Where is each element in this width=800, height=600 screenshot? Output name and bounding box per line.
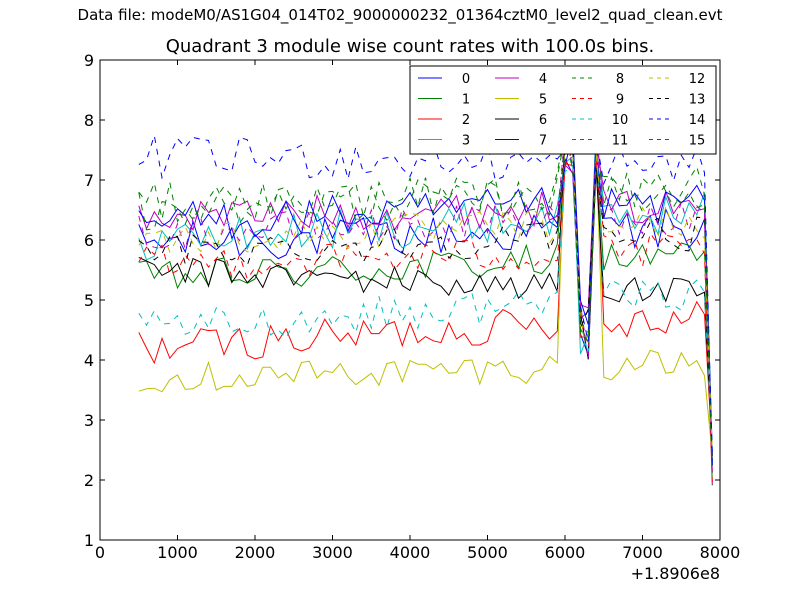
legend-label-4: 4 — [539, 72, 547, 87]
figure-suptitle: Data file: modeM0/AS1G04_014T02_90000002… — [77, 6, 723, 24]
series-layer — [138, 126, 713, 486]
legend-label-5: 5 — [539, 93, 547, 108]
legend-label-15: 15 — [689, 134, 706, 149]
series-line-14 — [138, 135, 713, 464]
ticks-layer: 0 1000 2000 3000 4000 5000 6000 7000 80001234567… — [84, 51, 741, 562]
legend-label-0: 0 — [462, 72, 470, 87]
legend-label-6: 6 — [539, 113, 547, 128]
x-tick-label: 0 — [95, 543, 105, 562]
legend-label-13: 13 — [689, 93, 706, 108]
series-line-8 — [138, 130, 713, 461]
series-line-1 — [138, 141, 713, 473]
legend-label-10: 10 — [612, 113, 629, 128]
series-line-15 — [138, 136, 713, 485]
x-tick-label: 5000 — [467, 543, 508, 562]
y-tick-label: 1 — [84, 531, 94, 550]
x-tick-label: 1000 — [157, 543, 198, 562]
series-line-12 — [138, 146, 713, 452]
series-line-5 — [138, 132, 713, 456]
x-tick-label: 8000 — [700, 543, 741, 562]
y-tick-label: 9 — [84, 51, 94, 70]
legend-label-8: 8 — [616, 72, 624, 87]
y-tick-label: 3 — [84, 411, 94, 430]
series-line-7 — [138, 133, 713, 453]
series-line-13 — [138, 134, 713, 469]
y-tick-label: 6 — [84, 231, 94, 250]
legend-label-2: 2 — [462, 113, 470, 128]
legend-label-3: 3 — [462, 134, 470, 149]
series-line-9 — [138, 148, 713, 483]
chart-title: Quadrant 3 module wise count rates with … — [165, 36, 655, 57]
x-offset-label: +1.8906e8 — [631, 564, 720, 583]
legend-label-14: 14 — [689, 113, 706, 128]
legend-label-11: 11 — [612, 134, 629, 149]
series-line-10 — [138, 129, 713, 454]
y-tick-label: 5 — [84, 291, 94, 310]
y-tick-label: 8 — [84, 111, 94, 130]
legend-box — [409, 65, 717, 155]
legend-label-12: 12 — [689, 72, 706, 87]
series-line-4 — [138, 140, 713, 486]
y-tick-label: 2 — [84, 471, 94, 490]
legend-label-9: 9 — [616, 93, 624, 108]
x-tick-label: 3000 — [312, 543, 353, 562]
x-tick-label: 4000 — [390, 543, 431, 562]
legend-label-7: 7 — [539, 134, 547, 149]
series-line-2 — [138, 140, 713, 452]
x-tick-label: 7000 — [622, 543, 663, 562]
legend-label-1: 1 — [462, 93, 470, 108]
series-line-6 — [138, 139, 713, 457]
series-line-0 — [138, 157, 713, 466]
y-tick-label: 4 — [84, 351, 94, 370]
x-tick-label: 2000 — [235, 543, 276, 562]
x-tick-label: 6000 — [545, 543, 586, 562]
y-tick-label: 7 — [84, 171, 94, 190]
